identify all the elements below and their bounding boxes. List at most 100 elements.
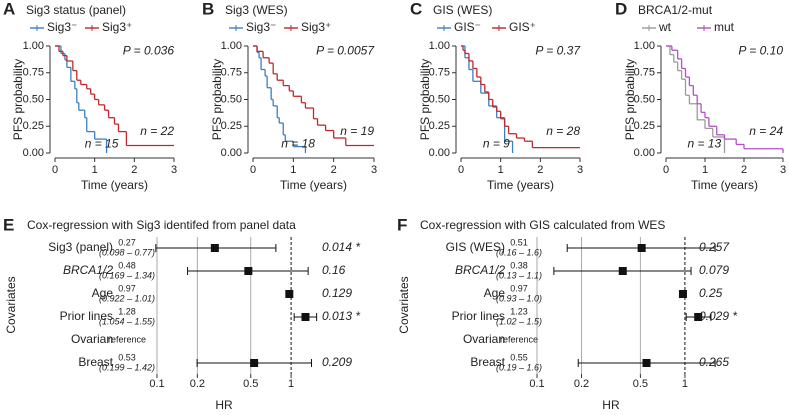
y-tick-label: 1.00 <box>634 40 655 52</box>
ci-label: (0.13 – 1.1) <box>496 270 542 280</box>
y-axis-label: Covariates <box>397 276 411 333</box>
covariate-label: Sig3 (panel) <box>48 240 113 254</box>
p-value: P = 0.10 <box>738 44 783 58</box>
covariate-label: BRCA1/2 <box>455 263 505 277</box>
legend-label: GIS⁺ <box>509 20 536 34</box>
hr-point <box>250 359 259 367</box>
panel-letter: D <box>615 0 627 18</box>
x-tick-label: 2 <box>131 164 137 176</box>
hr-label: 1.28 <box>118 306 136 316</box>
p-label: 0.265 <box>699 355 729 369</box>
y-tick-label: 1.00 <box>429 40 450 52</box>
x-tick-label: 1 <box>92 164 98 176</box>
covariate-label: Ovarian <box>463 332 505 346</box>
p-value: P = 0.37 <box>535 44 581 58</box>
ci-label: (0.169 – 1.34) <box>99 270 155 280</box>
n-label: n = 28 <box>546 124 580 138</box>
x-tick-label: 0.2 <box>574 378 589 390</box>
p-value: P = 0.0057 <box>316 44 375 58</box>
hr-label: 0.55 <box>510 352 528 362</box>
y-tick-label: 1.00 <box>23 40 44 52</box>
covariate-label: BRCA1/2 <box>63 263 113 277</box>
p-label: 0.25 <box>699 286 723 300</box>
hr-point <box>244 267 253 275</box>
n-label: n = 24 <box>749 124 783 138</box>
x-tick-label: 0.1 <box>149 378 164 390</box>
y-tick-label: 0.00 <box>429 147 450 159</box>
x-tick-label: 0.5 <box>633 378 648 390</box>
p-label: 0.014 * <box>322 240 360 254</box>
chart-title: BRCA1/2-mut <box>638 3 713 17</box>
covariate-label: Breast <box>78 355 113 369</box>
hr-label: 0.97 <box>118 283 136 293</box>
y-tick-label: 0.00 <box>221 147 242 159</box>
legend-label: Sig3⁺ <box>301 20 331 34</box>
x-tick-label: 1 <box>290 164 296 176</box>
p-label: 0.013 * <box>322 309 360 323</box>
hr-label: 0.38 <box>510 260 528 270</box>
y-tick-label: 0.75 <box>634 67 655 79</box>
chart-title: Sig3 (WES) <box>225 3 288 17</box>
y-tick-label: 0.50 <box>221 93 242 105</box>
reference-label: reference <box>108 334 146 344</box>
y-tick-label: 0.25 <box>23 120 44 132</box>
y-tick-label: 0.25 <box>429 120 450 132</box>
covariate-label: Prior lines <box>452 309 505 323</box>
covariate-label: Breast <box>470 355 505 369</box>
y-tick-label: 1.00 <box>221 40 242 52</box>
x-tick-label: 0 <box>458 164 464 176</box>
n-label: n = 9 <box>483 137 510 151</box>
x-tick-label: 0 <box>52 164 58 176</box>
y-axis-label: PFS probability <box>623 59 637 140</box>
x-axis-label: HR <box>215 398 233 412</box>
legend-label: Sig3⁻ <box>246 20 276 34</box>
hr-point <box>618 267 627 275</box>
x-axis-label: HR <box>602 398 620 412</box>
covariate-label: Prior lines <box>60 309 113 323</box>
x-axis-label: Time (years) <box>81 178 148 192</box>
x-tick-label: 1 <box>498 164 504 176</box>
panel-letter: B <box>202 0 214 18</box>
panel-letter: F <box>397 215 407 234</box>
reference-label: reference <box>500 334 538 344</box>
hr-label: 0.48 <box>118 260 136 270</box>
n-label: n = 13 <box>687 137 721 151</box>
x-tick-label: 1 <box>702 164 708 176</box>
x-tick-label: 0 <box>250 164 256 176</box>
chart-title: Cox-regression with Sig3 identifed from … <box>27 218 296 232</box>
hr-point <box>285 290 294 298</box>
y-axis-label: PFS probability <box>210 59 224 140</box>
p-label: 0.079 <box>699 263 729 277</box>
p-label: 0.129 <box>322 286 352 300</box>
panel-letter: A <box>3 0 15 18</box>
x-tick-label: 3 <box>171 164 177 176</box>
y-axis-label: Covariates <box>4 276 18 333</box>
hr-label: 0.53 <box>118 352 136 362</box>
y-tick-label: 0.25 <box>221 120 242 132</box>
p-value: P = 0.036 <box>123 44 175 58</box>
n-label: n = 18 <box>281 137 315 151</box>
x-tick-label: 2 <box>331 164 337 176</box>
chart-title: GIS (WES) <box>433 3 492 17</box>
legend-label: Sig3⁺ <box>102 20 132 34</box>
covariate-label: Age <box>92 286 114 300</box>
legend-label: mut <box>714 20 735 34</box>
y-tick-label: 0.75 <box>429 67 450 79</box>
x-tick-label: 0.5 <box>243 378 258 390</box>
chart-title: Sig3 status (panel) <box>26 3 126 17</box>
x-axis-label: Time (years) <box>487 178 554 192</box>
ci-label: (0.199 – 1.42) <box>99 362 155 372</box>
x-tick-label: 1 <box>682 378 688 390</box>
hr-point <box>301 313 310 321</box>
hr-label: 0.27 <box>118 237 136 247</box>
ci-label: (0.098 – 0.77) <box>99 247 155 257</box>
covariate-label: GIS (WES) <box>446 240 505 254</box>
ci-label: (0.16 – 1.6) <box>496 247 542 257</box>
panel-letter: E <box>3 215 14 234</box>
y-axis-label: PFS probability <box>11 59 25 140</box>
legend-label: GIS⁻ <box>454 20 481 34</box>
hr-label: 1.23 <box>510 306 528 316</box>
hr-point <box>694 313 703 321</box>
p-label: 0.029 * <box>699 309 737 323</box>
panel-letter: C <box>410 0 422 18</box>
